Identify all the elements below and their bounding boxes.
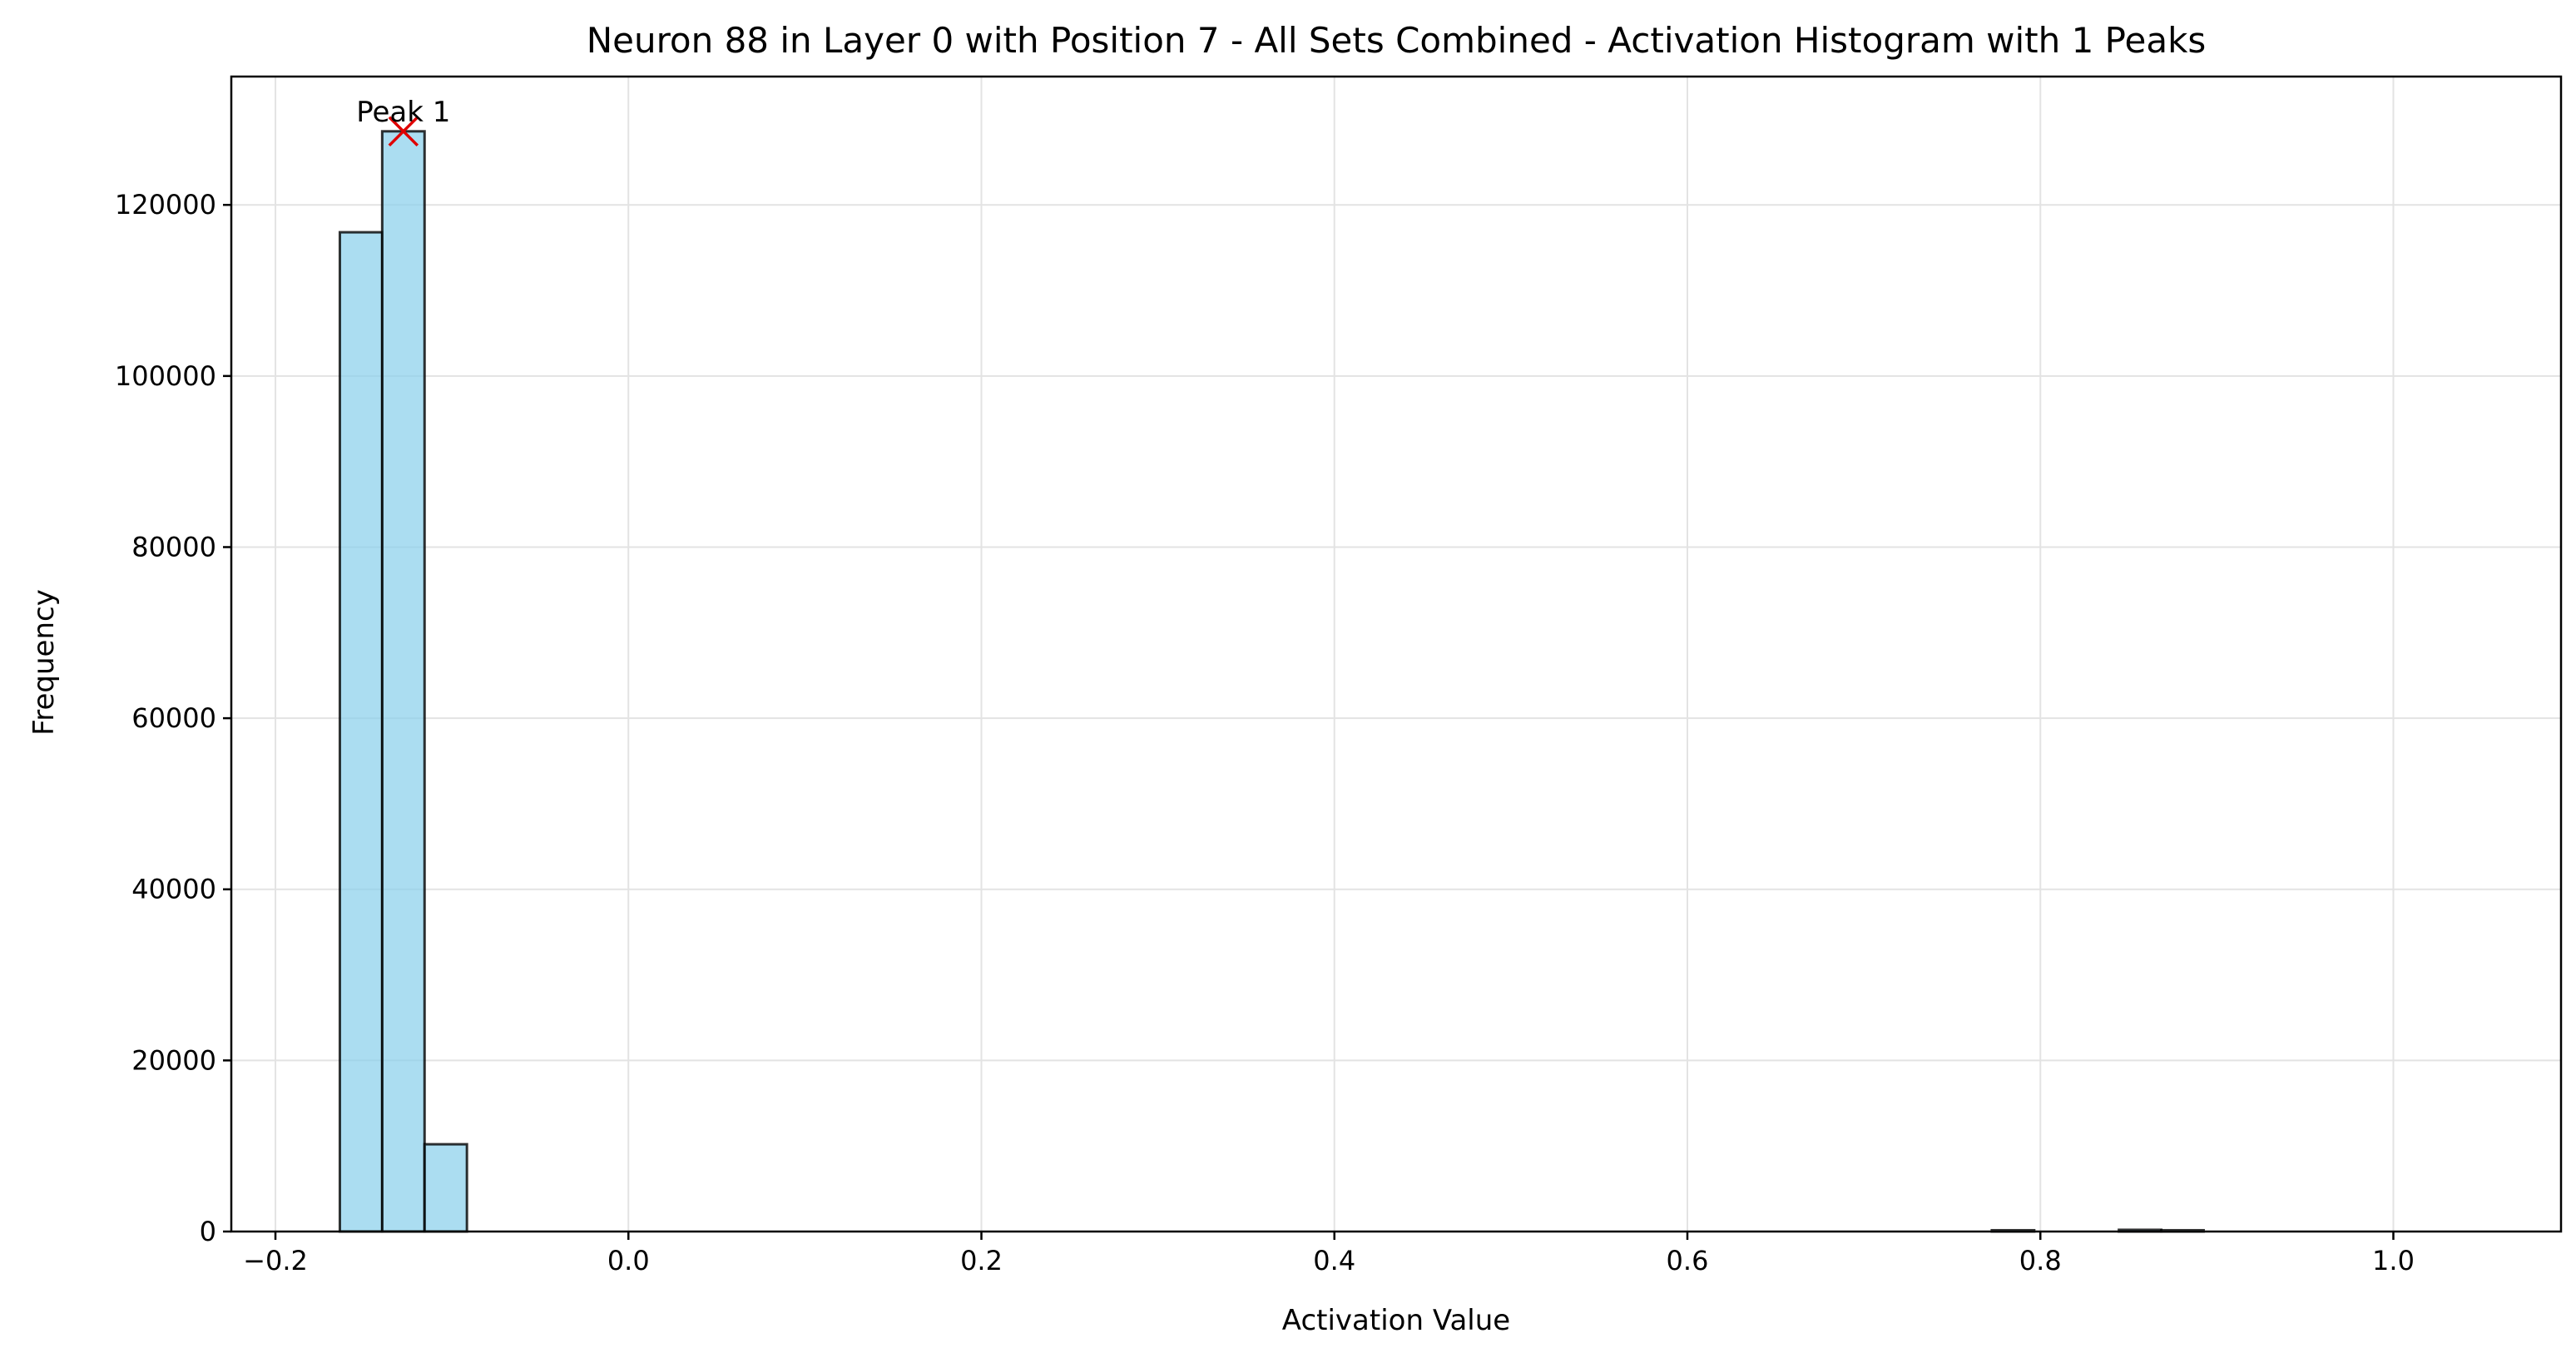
y-tick-label: 120000 [115,189,216,221]
x-tick-label: 0.4 [1313,1245,1355,1276]
peak-label: Peak 1 [356,96,450,129]
x-axis-ticks: −0.2 0.0 0.2 0.4 0.6 0.8 1.0 [243,1232,2415,1276]
x-tick-label: 0.6 [1667,1245,1709,1276]
x-tick-label: 0.2 [960,1245,1003,1276]
x-tick-label: 1.0 [2372,1245,2415,1276]
x-axis-label: Activation Value [1282,1304,1510,1337]
peak-markers: Peak 1 [356,96,450,147]
y-tick-label: 40000 [131,874,216,905]
plot-frame [230,75,2563,1233]
histogram-bar [423,1142,468,1233]
histogram-bar [338,230,384,1233]
histogram-bar [380,130,426,1233]
chart-title: Neuron 88 in Layer 0 with Position 7 - A… [587,20,2207,61]
y-axis-ticks: 0 20000 40000 60000 80000 100000 120000 [115,189,231,1247]
x-tick-label: 0.8 [2019,1245,2062,1276]
y-axis-label: Frequency [27,589,61,736]
x-tick-label: 0.0 [607,1245,650,1276]
y-tick-label: 80000 [131,531,216,563]
y-tick-label: 20000 [131,1044,216,1076]
y-tick-label: 0 [200,1216,216,1247]
y-tick-label: 60000 [131,702,216,734]
y-tick-label: 100000 [115,360,216,392]
histogram-bars [338,130,2205,1233]
grid-lines [231,77,2561,1232]
x-tick-label: −0.2 [243,1245,308,1276]
peak-marker [388,116,419,147]
